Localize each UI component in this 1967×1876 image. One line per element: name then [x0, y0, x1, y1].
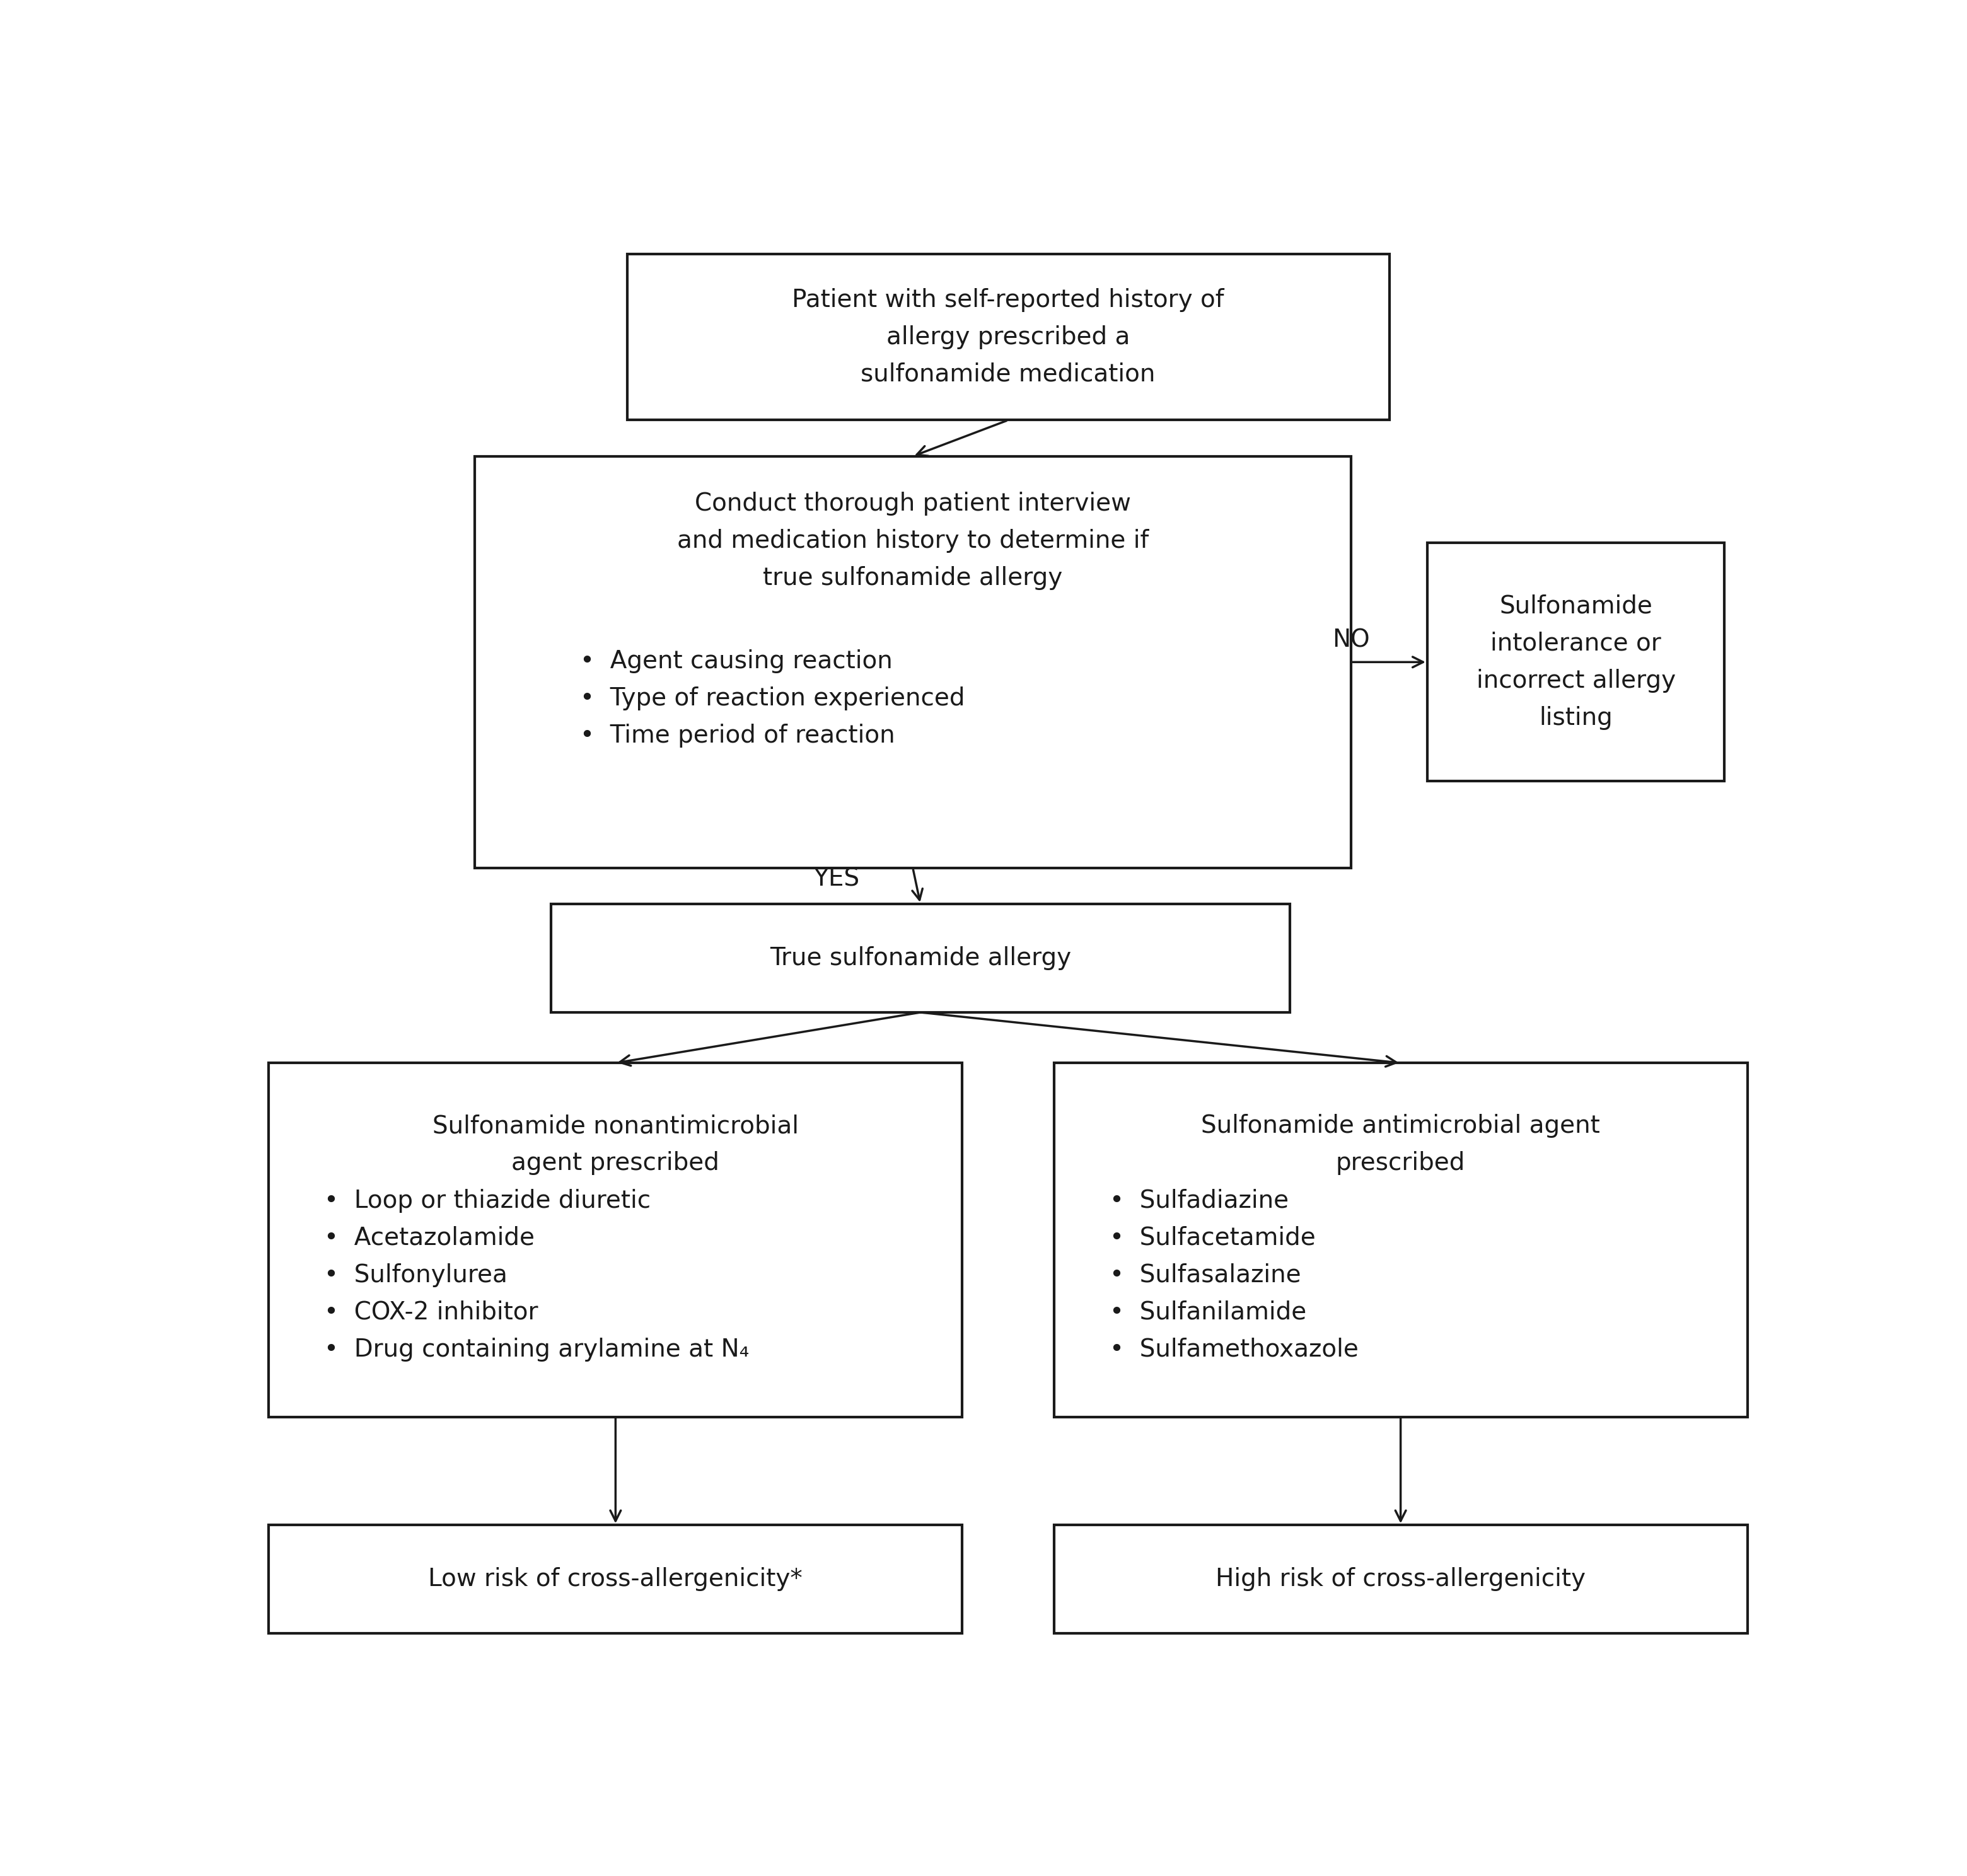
- FancyBboxPatch shape: [1054, 1525, 1747, 1634]
- Text: Sulfonamide
intolerance or
incorrect allergy
listing: Sulfonamide intolerance or incorrect all…: [1477, 595, 1676, 730]
- Text: •  Loop or thiazide diuretic
•  Acetazolamide
•  Sulfonylurea
•  COX-2 inhibitor: • Loop or thiazide diuretic • Acetazolam…: [325, 1189, 749, 1362]
- Text: True sulfonamide allergy: True sulfonamide allergy: [769, 946, 1072, 970]
- FancyBboxPatch shape: [269, 1064, 962, 1416]
- FancyBboxPatch shape: [627, 253, 1389, 420]
- Text: Low risk of cross-allergenicity*: Low risk of cross-allergenicity*: [429, 1566, 803, 1591]
- FancyBboxPatch shape: [1428, 542, 1725, 780]
- FancyBboxPatch shape: [474, 456, 1351, 869]
- Text: Patient with self-reported history of
allergy prescribed a
sulfonamide medicatio: Patient with self-reported history of al…: [793, 287, 1223, 386]
- Text: Conduct thorough patient interview
and medication history to determine if
true s: Conduct thorough patient interview and m…: [677, 492, 1149, 589]
- FancyBboxPatch shape: [269, 1525, 962, 1634]
- Text: High risk of cross-allergenicity: High risk of cross-allergenicity: [1216, 1566, 1585, 1591]
- Text: Sulfonamide antimicrobial agent
prescribed: Sulfonamide antimicrobial agent prescrib…: [1202, 1114, 1599, 1174]
- Text: NO: NO: [1332, 628, 1369, 653]
- FancyBboxPatch shape: [1054, 1064, 1747, 1416]
- FancyBboxPatch shape: [551, 904, 1290, 1013]
- Text: Sulfonamide nonantimicrobial
agent prescribed: Sulfonamide nonantimicrobial agent presc…: [433, 1114, 799, 1174]
- Text: YES: YES: [814, 867, 860, 891]
- Text: •  Sulfadiazine
•  Sulfacetamide
•  Sulfasalazine
•  Sulfanilamide
•  Sulfametho: • Sulfadiazine • Sulfacetamide • Sulfasa…: [1109, 1189, 1359, 1362]
- Text: •  Agent causing reaction
•  Type of reaction experienced
•  Time period of reac: • Agent causing reaction • Type of react…: [580, 649, 964, 749]
